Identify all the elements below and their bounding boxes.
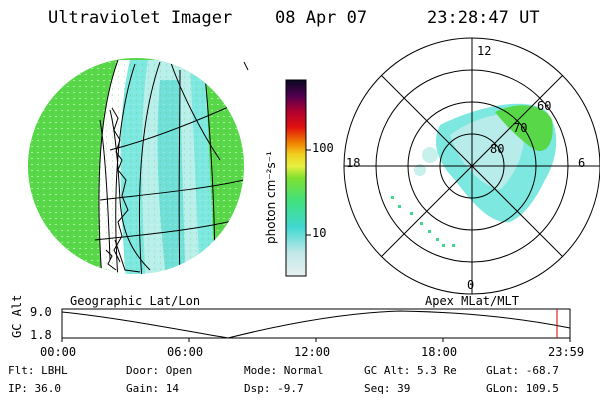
- mlat-label-60: 60: [537, 99, 552, 113]
- right-panel-caption: Apex MLat/MLT: [425, 294, 519, 308]
- colorbar: [285, 79, 307, 277]
- mlat-label-70: 70: [513, 121, 528, 135]
- xtick-2359: 23:59: [548, 345, 585, 359]
- mlat-label-80: 80: [490, 142, 505, 156]
- status-mode: Mode: Normal: [244, 364, 324, 377]
- mlt-label-0: 0: [467, 278, 475, 292]
- status-gcalt: GC Alt: 5.3 Re: [364, 364, 457, 377]
- status-gain: Gain: 14: [126, 382, 179, 395]
- mlt-label-6: 6: [578, 156, 586, 170]
- instrument-title: Ultraviolet Imager: [48, 8, 233, 28]
- mlt-label-18: 18: [346, 156, 361, 170]
- colorbar-tick-100: 100: [312, 141, 334, 155]
- altitude-ylabel: GC Alt: [10, 294, 24, 338]
- status-door: Door: Open: [126, 364, 193, 377]
- colorbar-tick-10: 10: [312, 226, 327, 240]
- polar-plot: [343, 37, 600, 295]
- left-panel-caption: Geographic Lat/Lon: [70, 294, 201, 308]
- mlt-label-12: 12: [477, 44, 492, 58]
- altitude-ytick-1-8: 1.8: [30, 328, 52, 342]
- date-label: 08 Apr 07: [275, 8, 368, 28]
- status-ip: IP: 36.0: [8, 382, 61, 395]
- status-dsp: Dsp: -9.7: [244, 382, 304, 395]
- xtick-0600: 06:00: [167, 345, 204, 359]
- geographic-globe: [28, 58, 244, 274]
- xtick-1200: 12:00: [294, 345, 331, 359]
- time-label: 23:28:47 UT: [427, 8, 540, 28]
- altitude-ytick-9: 9.0: [30, 305, 52, 319]
- altitude-plot: [61, 308, 571, 342]
- colorbar-unit-label: photon cm⁻²s⁻¹: [264, 151, 278, 244]
- xtick-1800: 18:00: [421, 345, 458, 359]
- status-seq: Seq: 39: [364, 382, 411, 395]
- xtick-0000: 00:00: [40, 345, 77, 359]
- status-glon: GLon: 109.5: [486, 382, 559, 395]
- status-flt: Flt: LBHL: [8, 364, 68, 377]
- status-glat: GLat: -68.7: [486, 364, 559, 377]
